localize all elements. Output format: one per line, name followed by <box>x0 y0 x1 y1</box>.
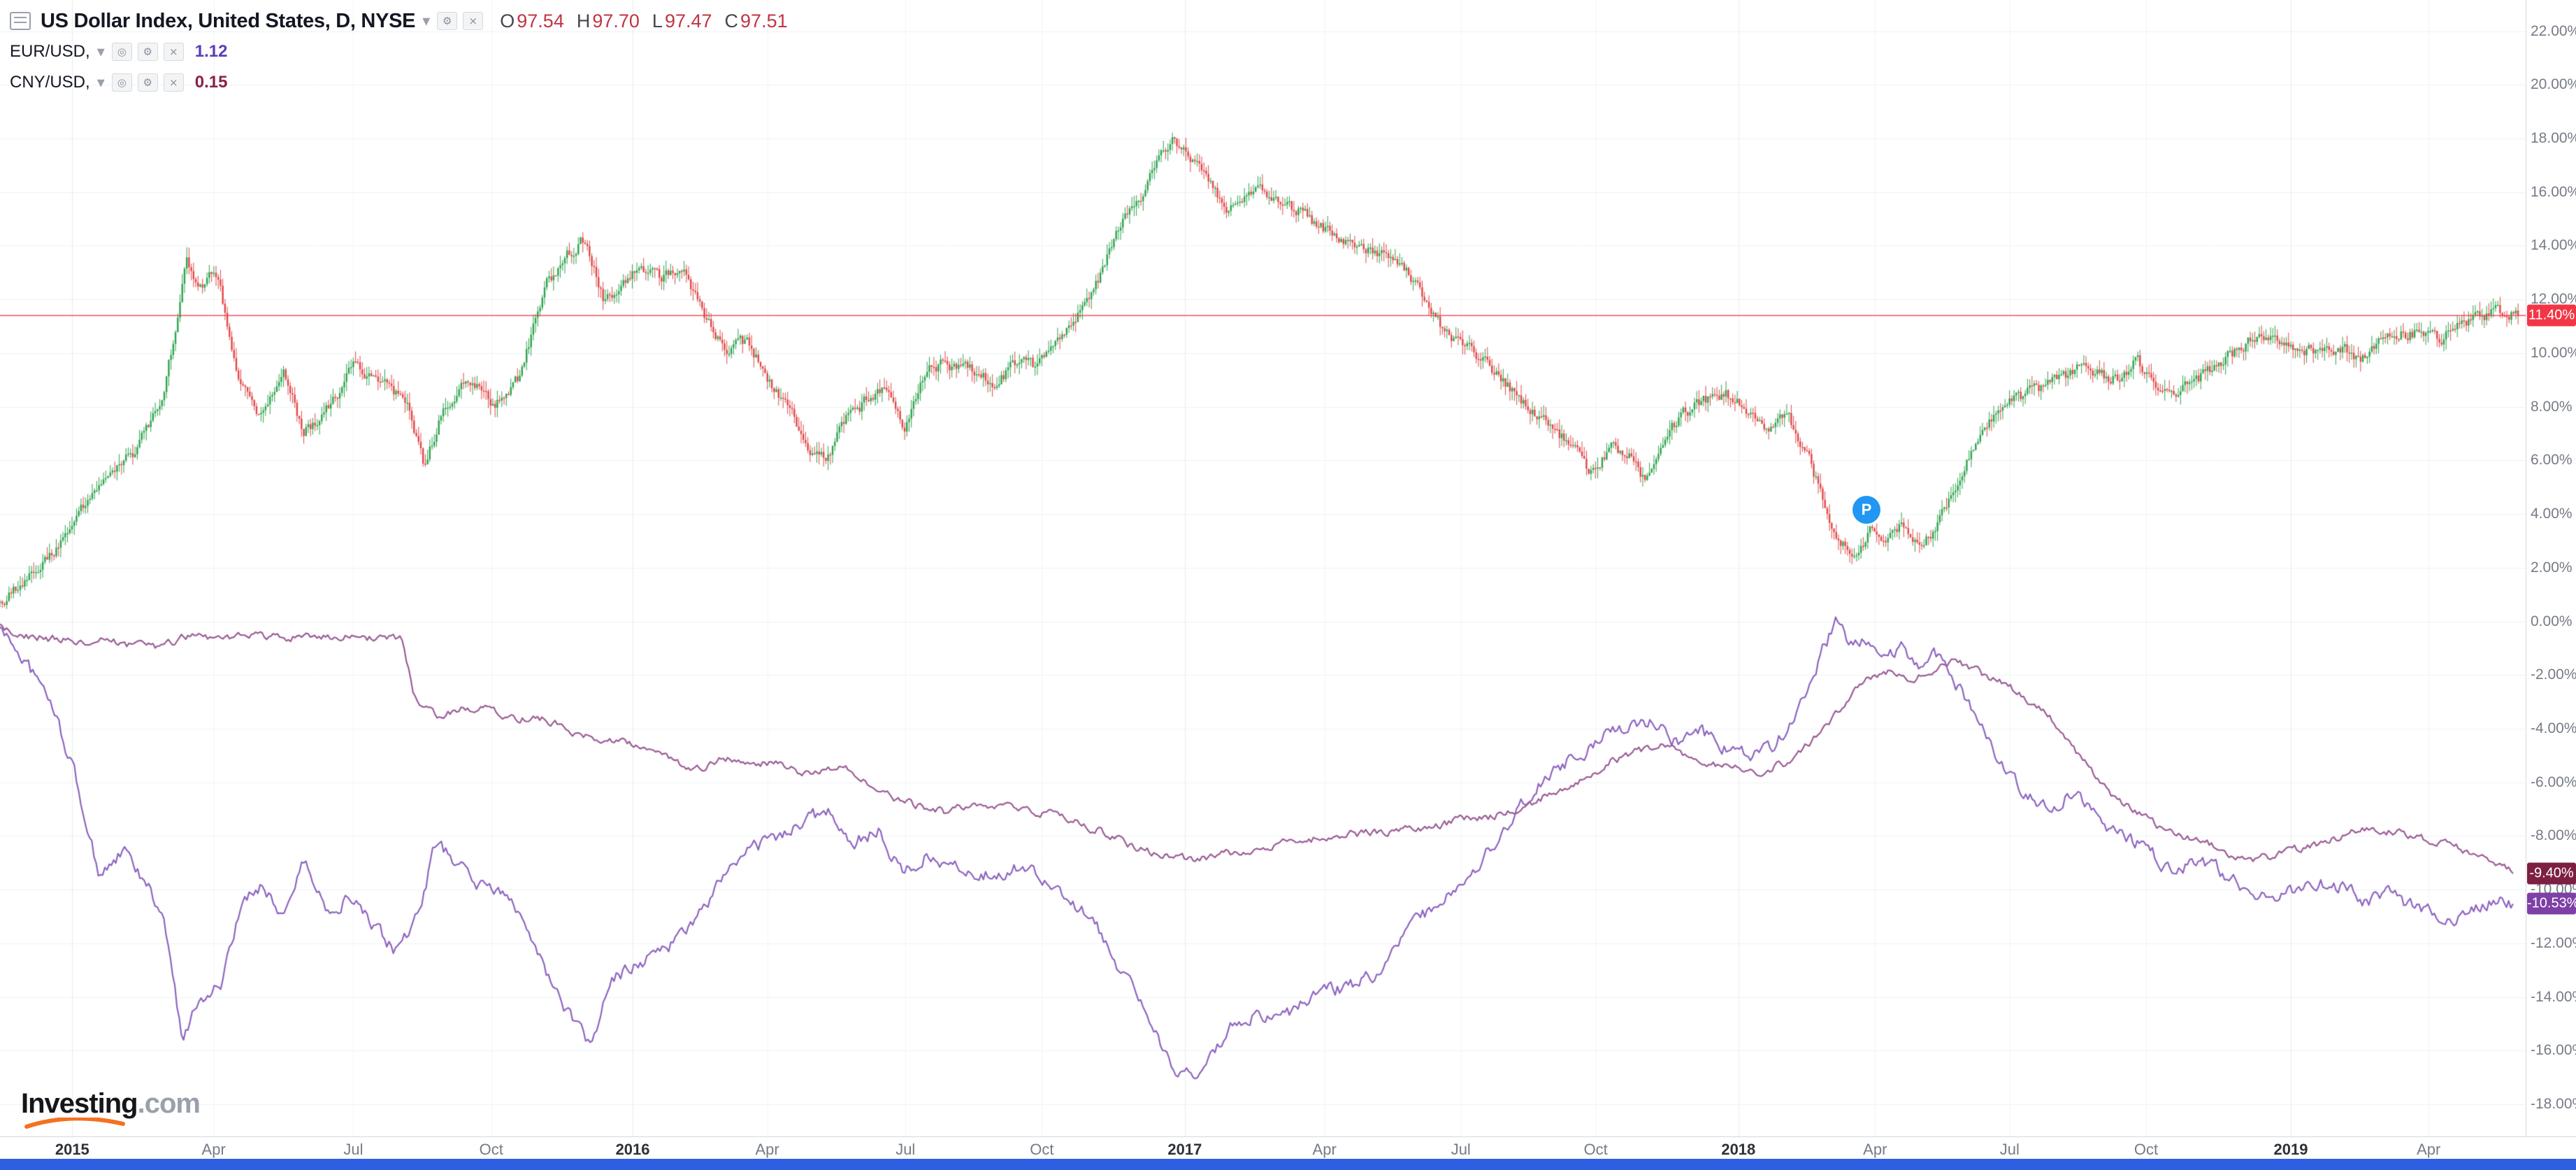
x-axis-label: 2015 <box>55 1141 89 1158</box>
low-label: L <box>652 10 663 31</box>
logo-text: Investing <box>21 1088 138 1119</box>
high-pair: H 97.70 <box>577 10 640 32</box>
y-axis-label: -4.00% <box>2531 720 2576 736</box>
price-chart-canvas[interactable] <box>0 0 2526 1136</box>
event-marker-p[interactable]: P <box>1852 496 1880 525</box>
y-axis-label: -14.00% <box>2531 988 2576 1005</box>
window-icon[interactable] <box>10 12 31 30</box>
high-value: 97.70 <box>592 10 640 31</box>
series-value-eurusd: 1.12 <box>194 42 228 61</box>
x-axis-label: Oct <box>479 1141 503 1158</box>
high-label: H <box>576 10 591 31</box>
chart-legend: US Dollar Index, United States, D, NYSE … <box>10 6 788 98</box>
y-axis-label: -6.00% <box>2531 773 2576 790</box>
price-badge: -9.40% <box>2527 862 2576 885</box>
y-axis-label: -16.00% <box>2531 1042 2576 1059</box>
y-axis-label: 14.00% <box>2531 237 2576 254</box>
y-axis-label: 2.00% <box>2531 559 2573 576</box>
series-label-eurusd[interactable]: EUR/USD, <box>10 42 90 61</box>
price-axis[interactable]: 22.00% 20.00% 18.00% 16.00% 14.00% 12.00% 10.0… <box>2526 0 2576 1136</box>
x-axis-label: 2019 <box>2273 1141 2308 1158</box>
x-axis-label: 2017 <box>1167 1141 1202 1158</box>
series-row-eurusd: EUR/USD, ▾ ◎ ⚙ × 1.12 <box>10 36 788 67</box>
gear-icon[interactable]: ⚙ <box>437 12 458 30</box>
close-icon[interactable]: × <box>163 73 184 92</box>
chevron-down-icon[interactable]: ▾ <box>96 73 105 91</box>
x-axis-label: Oct <box>2134 1141 2159 1158</box>
y-axis-label: -2.00% <box>2531 666 2576 683</box>
x-axis-label: Apr <box>755 1141 779 1158</box>
x-axis-label: Apr <box>201 1141 226 1158</box>
y-axis-label: 16.00% <box>2531 183 2576 200</box>
logo-suffix: .com <box>137 1088 201 1119</box>
y-axis-label: 8.00% <box>2531 398 2573 415</box>
y-axis-label: 0.00% <box>2531 613 2573 629</box>
y-axis-label: 22.00% <box>2531 22 2576 39</box>
price-badge: -10.53% <box>2527 892 2576 915</box>
close-value: 97.51 <box>740 10 788 31</box>
y-axis-label: 4.00% <box>2531 506 2573 522</box>
x-axis-label: Oct <box>1583 1141 1608 1158</box>
bottom-accent-bar <box>0 1159 2576 1170</box>
chevron-down-icon[interactable]: ▾ <box>422 12 431 29</box>
low-value: 97.47 <box>664 10 712 31</box>
eye-icon[interactable]: ◎ <box>111 43 132 61</box>
x-axis-label: Jul <box>1999 1141 2020 1158</box>
x-axis-label: Oct <box>1030 1141 1054 1158</box>
y-axis-label: 12.00% <box>2531 291 2576 308</box>
price-badge: 11.40% <box>2527 304 2576 327</box>
main-symbol-row: US Dollar Index, United States, D, NYSE … <box>10 6 788 36</box>
ohlc-values: O 97.54 H 97.70 L 97.47 C 97.51 <box>500 10 787 32</box>
close-icon[interactable]: × <box>163 43 184 61</box>
low-pair: L 97.47 <box>652 10 712 32</box>
series-label-cnyusd[interactable]: CNY/USD, <box>10 73 90 92</box>
y-axis-label: 20.00% <box>2531 76 2576 93</box>
y-axis-label: 10.00% <box>2531 344 2576 361</box>
gear-icon[interactable]: ⚙ <box>137 43 158 61</box>
open-value: 97.54 <box>517 10 564 31</box>
x-axis-label: Apr <box>1312 1141 1337 1158</box>
x-axis-label: Jul <box>895 1141 916 1158</box>
eye-icon[interactable]: ◎ <box>111 73 132 92</box>
investing-logo: Investing.com <box>21 1088 201 1129</box>
x-axis-label: Jul <box>1451 1141 1471 1158</box>
chevron-down-icon[interactable]: ▾ <box>96 43 105 60</box>
x-axis-label: Apr <box>2417 1141 2441 1158</box>
open-pair: O 97.54 <box>500 10 564 32</box>
y-axis-label: -12.00% <box>2531 934 2576 951</box>
x-axis-label: 2016 <box>615 1141 650 1158</box>
x-axis-label: Apr <box>1863 1141 1887 1158</box>
time-axis[interactable]: 2015 Apr Jul Oct 2016 Apr Jul Oct 2017 Apr Jul Oct 2… <box>0 1136 2576 1160</box>
y-axis-label: -8.00% <box>2531 827 2576 844</box>
close-pair: C 97.51 <box>725 10 788 32</box>
close-icon[interactable]: × <box>463 12 484 30</box>
close-label: C <box>724 10 739 31</box>
logo-swoosh-icon <box>24 1118 125 1129</box>
series-value-cnyusd: 0.15 <box>194 73 228 92</box>
y-axis-label: 6.00% <box>2531 452 2573 469</box>
gear-icon[interactable]: ⚙ <box>137 73 158 92</box>
series-row-cnyusd: CNY/USD, ▾ ◎ ⚙ × 0.15 <box>10 67 788 98</box>
symbol-title[interactable]: US Dollar Index, United States, D, NYSE <box>41 9 416 32</box>
open-label: O <box>500 10 515 31</box>
y-axis-label: -18.00% <box>2531 1096 2576 1112</box>
x-axis-label: 2018 <box>1721 1141 1756 1158</box>
x-axis-label: Jul <box>343 1141 364 1158</box>
y-axis-label: 18.00% <box>2531 130 2576 147</box>
